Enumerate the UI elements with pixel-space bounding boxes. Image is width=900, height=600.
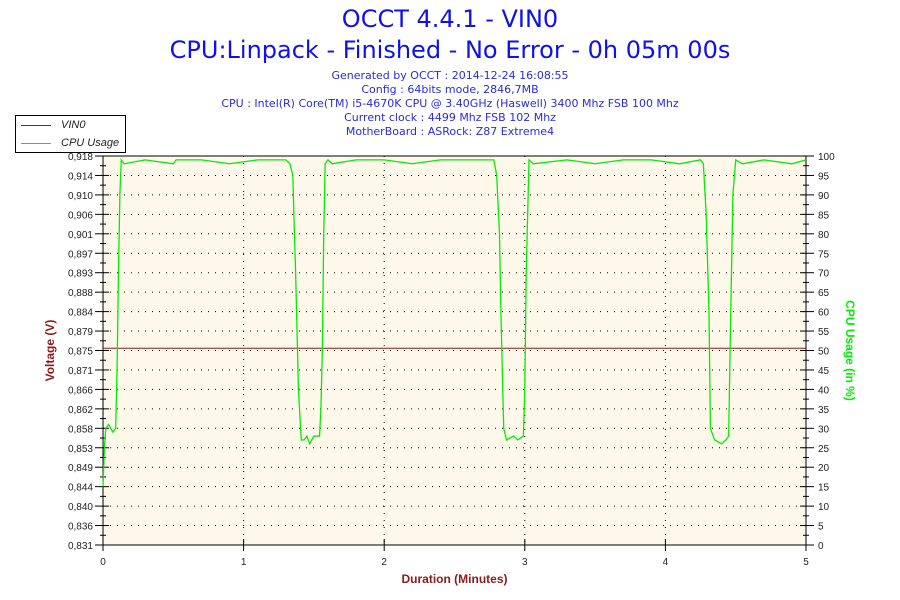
- y2-tick-label: 50: [818, 347, 830, 358]
- y-tick-label: 0,897: [68, 249, 93, 260]
- legend-label: CPU Usage: [61, 137, 120, 149]
- chart-title: OCCT 4.4.1 - VIN0: [341, 5, 559, 33]
- legend-swatch: [21, 142, 51, 144]
- y2-tick-label: 80: [818, 230, 830, 241]
- x-tick-label: 2: [381, 557, 387, 568]
- y-tick-label: 0,840: [68, 502, 93, 513]
- legend-item-cpu: CPU Usage: [16, 134, 125, 152]
- y-tick-label: 0,875: [68, 347, 93, 358]
- y2-tick-label: 5: [818, 522, 824, 533]
- y2-tick-label: 40: [818, 385, 830, 396]
- x-tick-label: 5: [803, 557, 809, 568]
- legend-swatch: [21, 124, 51, 126]
- y-tick-label: 0,849: [68, 463, 93, 474]
- y-tick-label: 0,844: [68, 483, 93, 494]
- y2-tick-label: 95: [818, 171, 830, 182]
- info-clock: Current clock : 4499 Mhz FSB 102 Mhz: [344, 111, 556, 124]
- y2-tick-label: 15: [818, 483, 830, 494]
- y2-tick-label: 70: [818, 269, 830, 280]
- legend-label: VIN0: [61, 119, 86, 131]
- y-tick-label: 0,853: [68, 444, 93, 455]
- x-tick-label: 1: [241, 557, 247, 568]
- y2-axis-label: CPU Usage (in %): [843, 300, 857, 401]
- y-tick-label: 0,866: [68, 385, 93, 396]
- y-tick-label: 0,901: [68, 230, 93, 241]
- info-cpu: CPU : Intel(R) Core(TM) i5-4670K CPU @ 3…: [221, 97, 679, 110]
- x-tick-label: 0: [100, 557, 106, 568]
- chart-subtitle: CPU:Linpack - Finished - No Error - 0h 0…: [169, 36, 731, 64]
- y2-tick-label: 30: [818, 424, 830, 435]
- y-tick-label: 0,906: [68, 210, 93, 221]
- y-tick-label: 0,831: [68, 541, 93, 552]
- y2-tick-label: 75: [818, 249, 830, 260]
- y-tick-label: 0,910: [68, 191, 93, 202]
- plot-background: [103, 156, 806, 545]
- y2-tick-label: 35: [818, 405, 830, 416]
- y-tick-label: 0,862: [68, 405, 93, 416]
- y-tick-label: 0,858: [68, 424, 93, 435]
- x-tick-label: 4: [663, 557, 669, 568]
- info-generated: Generated by OCCT : 2014-12-24 16:08:55: [331, 69, 569, 82]
- y2-tick-label: 100: [818, 152, 835, 163]
- y-tick-label: 0,893: [68, 269, 93, 280]
- y2-tick-label: 85: [818, 210, 830, 221]
- y-tick-label: 0,888: [68, 288, 93, 299]
- y-tick-label: 0,884: [68, 308, 93, 319]
- y2-tick-label: 55: [818, 327, 830, 338]
- y2-tick-label: 90: [818, 191, 830, 202]
- y2-tick-label: 20: [818, 463, 830, 474]
- y2-tick-label: 0: [818, 541, 824, 552]
- legend-item-vin0: VIN0: [16, 116, 125, 134]
- y2-tick-label: 25: [818, 444, 830, 455]
- series-line-cpu-usage: [102, 157, 807, 487]
- y-tick-label: 0,836: [68, 522, 93, 533]
- y2-tick-label: 60: [818, 308, 830, 319]
- x-axis-label: Duration (Minutes): [402, 572, 508, 586]
- y-tick-label: 0,879: [68, 327, 93, 338]
- y-tick-label: 0,918: [68, 152, 93, 163]
- y2-tick-label: 45: [818, 366, 830, 377]
- y-axis-label: Voltage (V): [43, 320, 57, 382]
- x-tick-label: 3: [522, 557, 528, 568]
- info-config: Config : 64bits mode, 2846,7MB: [361, 83, 539, 96]
- y-tick-label: 0,914: [68, 171, 93, 182]
- y2-tick-label: 10: [818, 502, 830, 513]
- legend: VIN0 CPU Usage: [15, 115, 126, 153]
- info-motherboard: MotherBoard : ASRock: Z87 Extreme4: [345, 125, 555, 138]
- y2-tick-label: 65: [818, 288, 830, 299]
- y-tick-label: 0,871: [68, 366, 93, 377]
